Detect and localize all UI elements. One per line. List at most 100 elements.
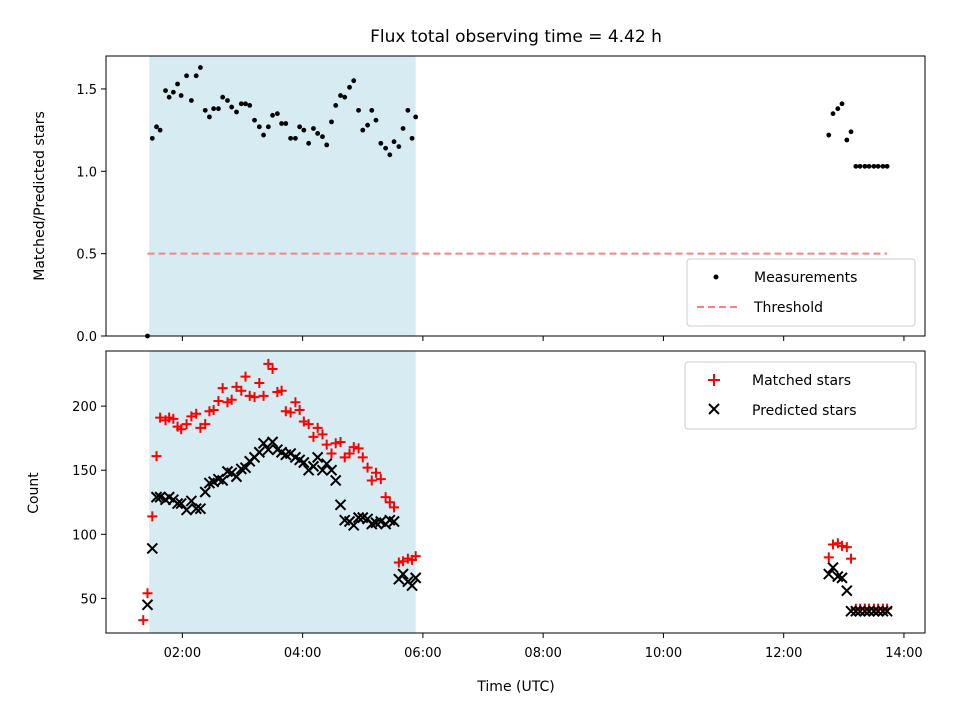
measurements-point (297, 124, 303, 130)
measurements-point (247, 103, 253, 108)
predicted-stars-point (320, 458, 333, 470)
predicted-stars-point (316, 464, 329, 476)
measurements-point (198, 65, 203, 70)
matched-stars-point (285, 407, 296, 418)
predicted-stars-point (239, 461, 252, 474)
measurements-point (154, 124, 159, 130)
matched-stars-point (217, 383, 228, 394)
measurements-point (320, 134, 325, 140)
matched-stars-point (330, 438, 341, 449)
matched-stars-point (138, 615, 149, 626)
measurements-point (279, 121, 284, 126)
predicted-stars-point (406, 579, 418, 592)
measurements-point (853, 163, 859, 169)
predicted-stars-point (881, 605, 893, 617)
measurements-point (225, 98, 230, 103)
matched-stars-point (236, 385, 247, 396)
matched-stars-point (155, 412, 166, 423)
measurements-point (378, 140, 384, 146)
matched-stars-point (276, 385, 287, 396)
measurements-point (220, 94, 226, 100)
predicted-stars-point (307, 460, 320, 473)
measurements-point (830, 111, 836, 117)
matched-stars-point (303, 419, 314, 430)
matched-stars-point (280, 406, 291, 417)
measurements-point (301, 127, 307, 133)
measurements-point (360, 127, 366, 133)
measurements-point (188, 98, 194, 103)
measurements-point (875, 163, 881, 169)
predicted-stars-point (827, 561, 839, 574)
predicted-stars-point (854, 605, 866, 617)
measurements-point (405, 107, 411, 113)
predicted-stars-point (257, 437, 270, 449)
legend-label-predicted: Predicted stars (752, 403, 857, 419)
measurements-point (848, 129, 854, 135)
predicted-stars-point (397, 568, 409, 580)
y-tick-label: 0.0 (76, 330, 97, 345)
legend-label-matched: Matched stars (752, 373, 851, 389)
measurements-point (409, 135, 415, 141)
x-tick-label: 12:00 (765, 646, 802, 661)
matched-stars-point (151, 451, 162, 462)
measurements-point (333, 103, 339, 108)
measurements-point (311, 126, 316, 131)
matched-stars-point (168, 413, 179, 424)
bottom-panel-x-ticks: 02:00 04:00 06:00 08:00 10:00 12:00 14:00 (164, 633, 923, 661)
measurements-point (413, 114, 419, 120)
measurements-point (216, 106, 221, 112)
matched-stars-point (335, 437, 346, 448)
predicted-stars-point (841, 584, 853, 597)
predicted-stars-point (190, 502, 202, 515)
matched-stars-point (348, 442, 359, 453)
x-tick-label: 02:00 (164, 646, 201, 661)
measurements-point (149, 135, 155, 141)
predicted-stars-point (329, 474, 342, 487)
predicted-stars-point (877, 605, 889, 617)
matched-stars-point (226, 394, 237, 405)
predicted-stars-point (171, 497, 184, 510)
measurements-point (163, 88, 168, 93)
matched-stars-point (312, 422, 323, 433)
measurements-point (293, 135, 298, 141)
measurements-point (391, 139, 397, 145)
predicted-stars-point (230, 470, 243, 483)
predicted-stars-point (262, 443, 275, 456)
measurements-point (166, 94, 172, 100)
matched-stars-point (326, 448, 337, 459)
x-tick-label: 10:00 (645, 646, 682, 661)
predicted-stars-point (150, 491, 163, 503)
matched-stars-point (357, 452, 368, 463)
measurements-point (306, 140, 312, 146)
bottom-panel-y-axis-label: Count (26, 472, 42, 514)
matched-stars-point (384, 497, 395, 508)
measurements-point (839, 101, 845, 107)
predicted-stars-point (836, 572, 848, 584)
matched-stars-point (353, 443, 364, 454)
predicted-stars-point (266, 436, 279, 448)
predicted-stars-point (146, 542, 159, 555)
measurements-point (261, 132, 266, 138)
matched-stars-point (176, 424, 187, 435)
top-panel-series (145, 65, 890, 339)
measurements-point (369, 107, 375, 113)
y-tick-label: 100 (72, 528, 97, 543)
matched-stars-point (823, 552, 834, 563)
measurements-point (857, 163, 863, 169)
top-legend: Measurements Threshold (686, 258, 916, 327)
predicted-stars-point (325, 464, 338, 476)
measurements-point (844, 137, 850, 143)
bottom-panel: 50 100 150 200 02:00 04:00 06:00 08:00 10:00 12:… (26, 350, 926, 695)
predicted-stars-point (141, 599, 154, 611)
measurements-point (157, 127, 163, 133)
measurements-point (270, 112, 275, 118)
predicted-stars-point (868, 605, 880, 617)
measurements-point (329, 119, 334, 125)
top-panel-y-axis-label: Matched/Predicted stars (32, 111, 48, 281)
x-tick-label: 14:00 (885, 646, 922, 661)
matched-stars-point (375, 474, 386, 485)
chart-title: Flux total observing time = 4.42 h (370, 27, 662, 47)
predicted-stars-point (388, 515, 400, 528)
measurements-point (387, 152, 393, 158)
